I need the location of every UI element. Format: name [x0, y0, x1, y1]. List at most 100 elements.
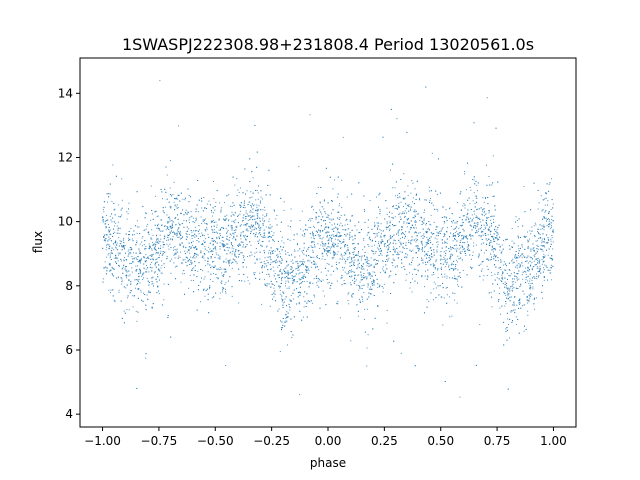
- data-point: [215, 252, 217, 254]
- data-point: [232, 261, 234, 263]
- data-point: [116, 225, 118, 227]
- data-point: [137, 288, 139, 290]
- data-point: [425, 223, 427, 224]
- data-point: [242, 255, 244, 257]
- data-point: [111, 213, 113, 215]
- data-point: [255, 232, 257, 234]
- data-point: [275, 254, 277, 256]
- data-point: [134, 287, 136, 289]
- data-point: [441, 238, 443, 240]
- data-point: [531, 282, 533, 284]
- data-point: [414, 221, 416, 223]
- data-point: [157, 256, 159, 258]
- data-point: [309, 260, 311, 262]
- data-point: [232, 227, 234, 229]
- data-point: [196, 248, 198, 250]
- data-point: [203, 196, 205, 198]
- data-point: [450, 246, 451, 248]
- data-point: [457, 280, 459, 282]
- data-point: [318, 235, 320, 237]
- data-point: [476, 216, 478, 218]
- data-point: [245, 212, 247, 214]
- data-point: [179, 244, 181, 246]
- data-point: [336, 233, 338, 235]
- data-point: [492, 236, 494, 238]
- data-point: [489, 244, 491, 246]
- data-point: [356, 229, 358, 231]
- data-point: [199, 281, 201, 283]
- data-point: [506, 273, 508, 275]
- data-point: [284, 250, 286, 252]
- data-point: [353, 253, 355, 255]
- data-point: [508, 287, 510, 289]
- data-point: [131, 267, 133, 269]
- data-point: [359, 300, 361, 302]
- data-point: [145, 246, 147, 248]
- data-point: [281, 327, 283, 329]
- data-point: [305, 305, 307, 307]
- data-point: [491, 216, 493, 218]
- data-point: [294, 249, 296, 251]
- data-point: [246, 190, 248, 192]
- data-point: [192, 230, 194, 232]
- data-point: [184, 250, 186, 252]
- data-point: [523, 293, 525, 295]
- data-point: [340, 242, 342, 244]
- data-point: [375, 240, 377, 242]
- data-point: [351, 258, 353, 260]
- data-point: [136, 240, 138, 242]
- data-point: [117, 257, 119, 259]
- data-point: [313, 256, 315, 258]
- data-point: [456, 220, 458, 222]
- data-point: [234, 255, 236, 257]
- data-point: [262, 198, 264, 200]
- data-point: [491, 275, 493, 277]
- data-point: [515, 257, 517, 259]
- data-point: [299, 310, 301, 312]
- data-point: [473, 222, 475, 224]
- data-point: [401, 213, 403, 215]
- data-point: [544, 246, 546, 248]
- data-point: [413, 232, 415, 234]
- data-point: [130, 262, 132, 264]
- data-point: [280, 269, 282, 271]
- data-point: [473, 210, 475, 212]
- data-point: [235, 256, 237, 258]
- data-point: [400, 242, 402, 244]
- data-point: [462, 238, 464, 240]
- data-point: [171, 195, 173, 197]
- data-point: [499, 246, 501, 248]
- data-point: [119, 232, 121, 234]
- data-point: [298, 269, 300, 271]
- data-point: [472, 235, 474, 237]
- data-point: [116, 242, 118, 244]
- data-point: [174, 232, 176, 234]
- data-point: [103, 206, 105, 208]
- data-point: [510, 311, 512, 313]
- data-point: [225, 288, 227, 290]
- data-point: [436, 231, 438, 233]
- data-point: [258, 229, 260, 231]
- data-point: [486, 243, 488, 245]
- data-point: [223, 260, 225, 262]
- data-point: [382, 260, 384, 262]
- data-point: [416, 210, 418, 212]
- data-point: [414, 214, 416, 216]
- data-point: [145, 228, 147, 230]
- data-point: [334, 243, 336, 245]
- data-point: [143, 257, 145, 259]
- data-point: [339, 247, 341, 249]
- data-point: [326, 250, 328, 252]
- data-point: [464, 235, 466, 237]
- data-point: [126, 211, 128, 213]
- data-point: [177, 207, 179, 209]
- data-point: [109, 183, 111, 185]
- data-point: [135, 257, 137, 259]
- data-point: [505, 328, 507, 330]
- data-point: [455, 277, 457, 279]
- data-point: [527, 268, 529, 270]
- data-point: [263, 229, 265, 231]
- data-point: [244, 280, 246, 282]
- data-point: [532, 286, 534, 288]
- data-point: [309, 282, 311, 284]
